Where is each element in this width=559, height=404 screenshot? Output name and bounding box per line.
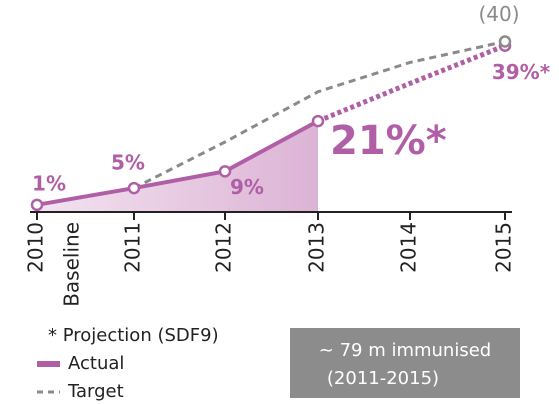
series-line (133, 40, 506, 190)
value-label: 39%* (492, 60, 551, 84)
point-marker (218, 165, 232, 178)
point-marker (30, 198, 44, 212)
x-tick-label: 2012 (212, 222, 236, 273)
x-tick-label: 2011 (121, 222, 145, 273)
x-tick-label: 2014 (397, 222, 421, 273)
x-tick-label: 2015 (492, 222, 516, 273)
value-label: (40) (478, 2, 519, 26)
series-line (317, 43, 506, 124)
value-label: 1% (32, 171, 66, 195)
value-label: 9% (230, 175, 264, 199)
value-label: 5% (111, 151, 145, 175)
series-line (36, 119, 319, 207)
point-marker (498, 35, 512, 48)
annotation: ~ 79 m immunised (319, 340, 491, 361)
x-tick-label: 2010 (24, 222, 48, 273)
point-marker (311, 114, 325, 128)
annotation: (2011-2015) (327, 368, 439, 389)
x-tick-label: Baseline (60, 222, 84, 307)
footnote: * Projection (SDF9) (48, 325, 219, 346)
point-marker (127, 181, 141, 195)
value-label: 21%* (330, 118, 447, 164)
legend-label: Actual (68, 353, 124, 374)
annotation-box (290, 328, 520, 398)
x-tick-label: 2013 (305, 222, 329, 273)
area (37, 121, 318, 212)
legend-label: Target (67, 381, 124, 402)
